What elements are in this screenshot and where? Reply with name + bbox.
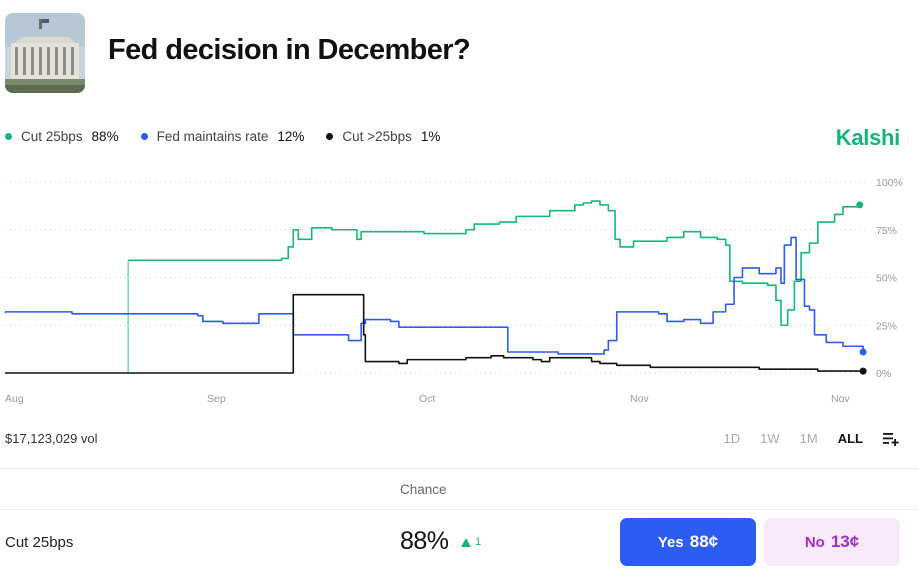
legend-label: Cut >25bps [342, 129, 412, 144]
yes-price: 88¢ [689, 532, 719, 551]
legend-dot [5, 133, 12, 140]
outcome-chance: 88% [400, 527, 449, 555]
y-tick-label: 25% [876, 320, 897, 332]
market-image [5, 13, 85, 93]
x-tick-label: Oct [419, 393, 435, 405]
range-selector: 1D 1W 1M ALL [724, 431, 899, 446]
legend-pct: 12% [277, 129, 305, 144]
brand-logo[interactable]: Kalshi [835, 125, 901, 150]
y-tick-label: 100% [876, 177, 903, 189]
legend-label: Cut 25bps [21, 129, 83, 144]
divider [0, 468, 919, 469]
x-tick-label: Sep [207, 393, 226, 405]
legend-item-maintains: Fed maintains rate 12% [140, 129, 305, 144]
divider [0, 509, 919, 510]
legend-label: Fed maintains rate [156, 129, 269, 144]
legend-dot [140, 133, 148, 140]
legend-item-cut-more: Cut >25bps 1% [326, 129, 440, 144]
yes-label: Yes [657, 533, 684, 551]
buy-yes-button[interactable]: Yes 88¢ [620, 518, 756, 566]
legend-pct: 88% [91, 129, 119, 144]
delta-value: 1 [475, 536, 482, 548]
legend-item-cut-25bps: Cut 25bps 88% [5, 129, 119, 144]
range-1m[interactable]: 1M [799, 431, 818, 446]
x-tick-layer: Aug Sep Oct Nov Nov [5, 393, 850, 405]
chance-delta: 1 [461, 536, 481, 548]
range-all[interactable]: ALL [837, 431, 863, 446]
no-price: 13¢ [830, 532, 860, 551]
range-1d[interactable]: 1D [723, 431, 741, 446]
volume-label: $17,123,029 vol [5, 431, 98, 446]
no-label: No [804, 533, 825, 551]
price-chart[interactable]: 0% 25% 50% 75% 100% Aug Sep Oct Nov Nov [0, 168, 919, 408]
legend-dot [326, 133, 334, 140]
series-line [5, 293, 864, 374]
x-tick-label: Nov [831, 393, 850, 405]
page-title: Fed decision in December? [108, 34, 471, 66]
chart-legend: Cut 25bps 88% Fed maintains rate 12% Cut… [5, 129, 440, 144]
x-tick-label: Nov [630, 393, 649, 405]
arrow-up-icon [461, 537, 471, 547]
range-1w[interactable]: 1W [760, 431, 780, 446]
series-line [128, 200, 861, 327]
legend-pct: 1% [420, 129, 441, 144]
buy-no-button[interactable]: No 13¢ [764, 518, 900, 566]
series-line [5, 236, 864, 355]
y-tick-label: 50% [876, 273, 897, 285]
series-endpoint [859, 367, 867, 375]
series-endpoint [859, 348, 867, 356]
outcome-name: Cut 25bps [5, 534, 74, 551]
y-tick-label: 75% [876, 225, 897, 237]
chance-column-header: Chance [400, 482, 447, 497]
y-tick-label: 0% [876, 368, 891, 380]
playlist-add-icon[interactable] [883, 432, 899, 446]
grid-layer [5, 181, 870, 374]
series-endpoint [856, 201, 864, 209]
y-tick-layer: 0% 25% 50% 75% 100% [876, 177, 903, 380]
x-tick-label: Aug [5, 393, 24, 405]
series-layer [4, 200, 867, 375]
